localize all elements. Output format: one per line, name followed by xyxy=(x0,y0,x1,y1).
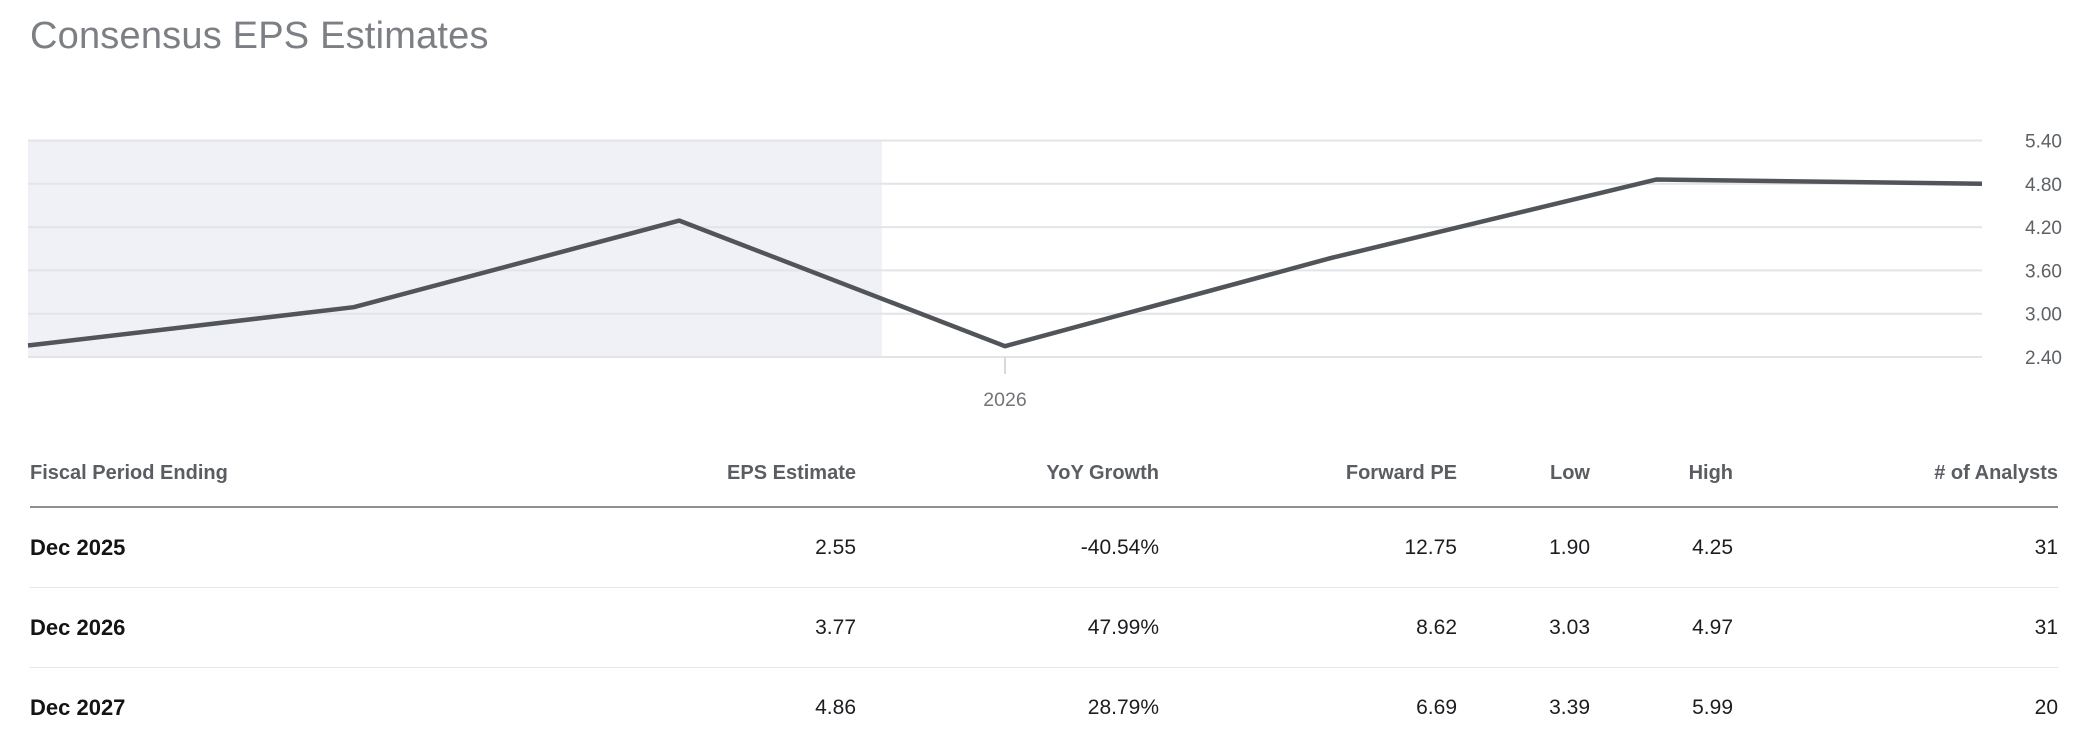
y-axis-tick-label: 2.40 xyxy=(2025,348,2062,369)
eps-estimates-chart: 5.40 4.80 4.20 3.60 3.00 2.40 2026 xyxy=(27,132,2062,411)
high-cell: 4.25 xyxy=(1590,507,1733,588)
column-header-low: Low xyxy=(1457,440,1590,508)
column-header-forward-pe: Forward PE xyxy=(1159,440,1457,508)
column-header-fiscal-period: Fiscal Period Ending xyxy=(30,440,430,508)
y-axis-tick-label: 3.60 xyxy=(2025,261,2062,282)
table-row: Dec 2026 3.77 47.99% 8.62 3.03 4.97 31 xyxy=(30,587,2058,668)
eps-line xyxy=(27,177,1983,349)
num-analysts-cell: 31 xyxy=(1733,507,2058,588)
estimates-table-container: Fiscal Period Ending EPS Estimate YoY Gr… xyxy=(30,440,2058,746)
forward-pe-cell: 8.62 xyxy=(1159,587,1457,668)
column-header-eps-estimate: EPS Estimate xyxy=(430,440,856,508)
column-header-num-analysts: # of Analysts xyxy=(1733,440,2058,508)
yoy-growth-cell: -40.54% xyxy=(856,507,1159,588)
yoy-growth-cell: 47.99% xyxy=(856,587,1159,668)
num-analysts-cell: 20 xyxy=(2034,695,2058,719)
eps-estimates-table: Fiscal Period Ending EPS Estimate YoY Gr… xyxy=(30,440,2058,746)
low-cell: 1.90 xyxy=(1457,507,1590,588)
x-axis-tick-label: 2026 xyxy=(983,389,1026,411)
fiscal-period-cell: Dec 2025 xyxy=(30,507,430,588)
forward-pe-cell: 6.69 xyxy=(1416,695,1457,719)
fiscal-period-cell: Dec 2026 xyxy=(30,587,430,668)
fiscal-period-cell: Dec 2027 xyxy=(30,694,126,720)
eps-estimate-cell: 2.55 xyxy=(430,507,856,588)
low-cell: 3.39 xyxy=(1549,695,1590,719)
table-row: Dec 2027 4.86 28.79% 6.69 3.39 5.99 20 xyxy=(30,668,2058,746)
table-row: Dec 2025 2.55 -40.54% 12.75 1.90 4.25 31 xyxy=(30,507,2058,588)
table-header-row: Fiscal Period Ending EPS Estimate YoY Gr… xyxy=(30,440,2058,508)
y-axis-tick-label: 5.40 xyxy=(2025,132,2062,153)
page-title: Consensus EPS Estimates xyxy=(30,15,489,57)
low-cell: 3.03 xyxy=(1457,587,1590,668)
num-analysts-cell: 31 xyxy=(1733,587,2058,668)
high-cell: 5.99 xyxy=(1692,695,1733,719)
y-axis-tick-label: 4.80 xyxy=(2025,175,2062,196)
y-axis-tick-label: 4.20 xyxy=(2025,218,2062,239)
yoy-growth-cell: 28.79% xyxy=(1087,695,1159,719)
column-header-high: High xyxy=(1590,440,1733,508)
high-cell: 4.97 xyxy=(1590,587,1733,668)
y-axis-tick-label: 3.00 xyxy=(2025,305,2062,326)
column-header-yoy-growth: YoY Growth xyxy=(856,440,1159,508)
forward-pe-cell: 12.75 xyxy=(1159,507,1457,588)
eps-estimate-cell: 4.86 xyxy=(815,695,856,719)
historical-period-region xyxy=(28,140,882,357)
eps-estimate-cell: 3.77 xyxy=(430,587,856,668)
